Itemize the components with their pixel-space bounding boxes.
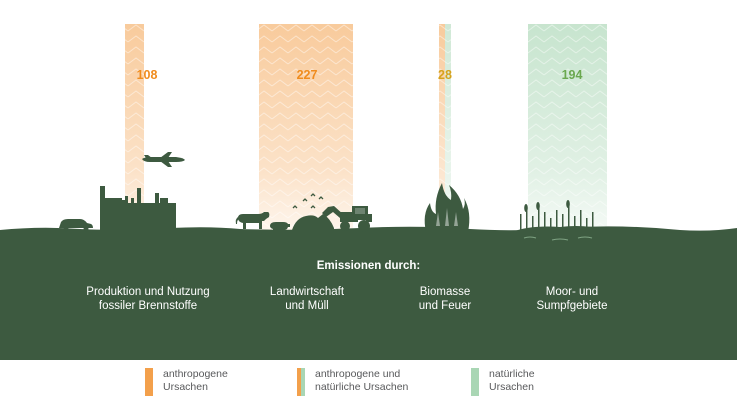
car-icon (59, 219, 93, 232)
emissions-heading: Emissionen durch: (316, 260, 421, 272)
marsh-icon (512, 200, 605, 241)
pig-icon (270, 222, 290, 231)
emissions-diagram: 108 227 28 194 (0, 24, 737, 360)
cow-icon (235, 212, 270, 229)
garbage-icon (292, 214, 334, 231)
legend-swatch-natural (471, 368, 479, 396)
caption-wetlands: Moor- und Sumpfgebiete (536, 286, 608, 312)
bar-fossil (125, 24, 144, 236)
airplane-icon (142, 152, 185, 167)
value-label-wetlands: 194 (562, 68, 583, 82)
bar-agriculture (259, 24, 353, 236)
legend-swatch-anthropogenic (145, 368, 153, 396)
fire-icon (424, 183, 470, 232)
legend-label-natural: natürliche Ursachen (489, 368, 535, 393)
legend-label-anthropogenic: anthropogene Ursachen (163, 368, 228, 393)
tractor-icon (322, 206, 372, 232)
caption-biomass: Biomasse und Feuer (418, 286, 472, 312)
legend-item-anthropogenic: anthropogene Ursachen (145, 368, 228, 396)
legend-item-natural: natürliche Ursachen (471, 368, 535, 396)
birds-icon (292, 193, 324, 209)
caption-fossil: Produktion und Nutzung fossiler Brennsto… (86, 286, 210, 312)
legend-label-mixed: anthropogene und natürliche Ursachen (315, 368, 409, 393)
ground (0, 226, 737, 360)
value-label-agriculture: 227 (297, 68, 318, 82)
legend-swatch-mixed (297, 368, 305, 396)
factory-icon (100, 186, 176, 230)
value-label-fossil: 108 (137, 68, 158, 82)
caption-agriculture: Landwirtschaft und Müll (269, 286, 345, 312)
value-label-biomass: 28 (438, 68, 452, 82)
legend-item-mixed: anthropogene und natürliche Ursachen (297, 368, 408, 396)
